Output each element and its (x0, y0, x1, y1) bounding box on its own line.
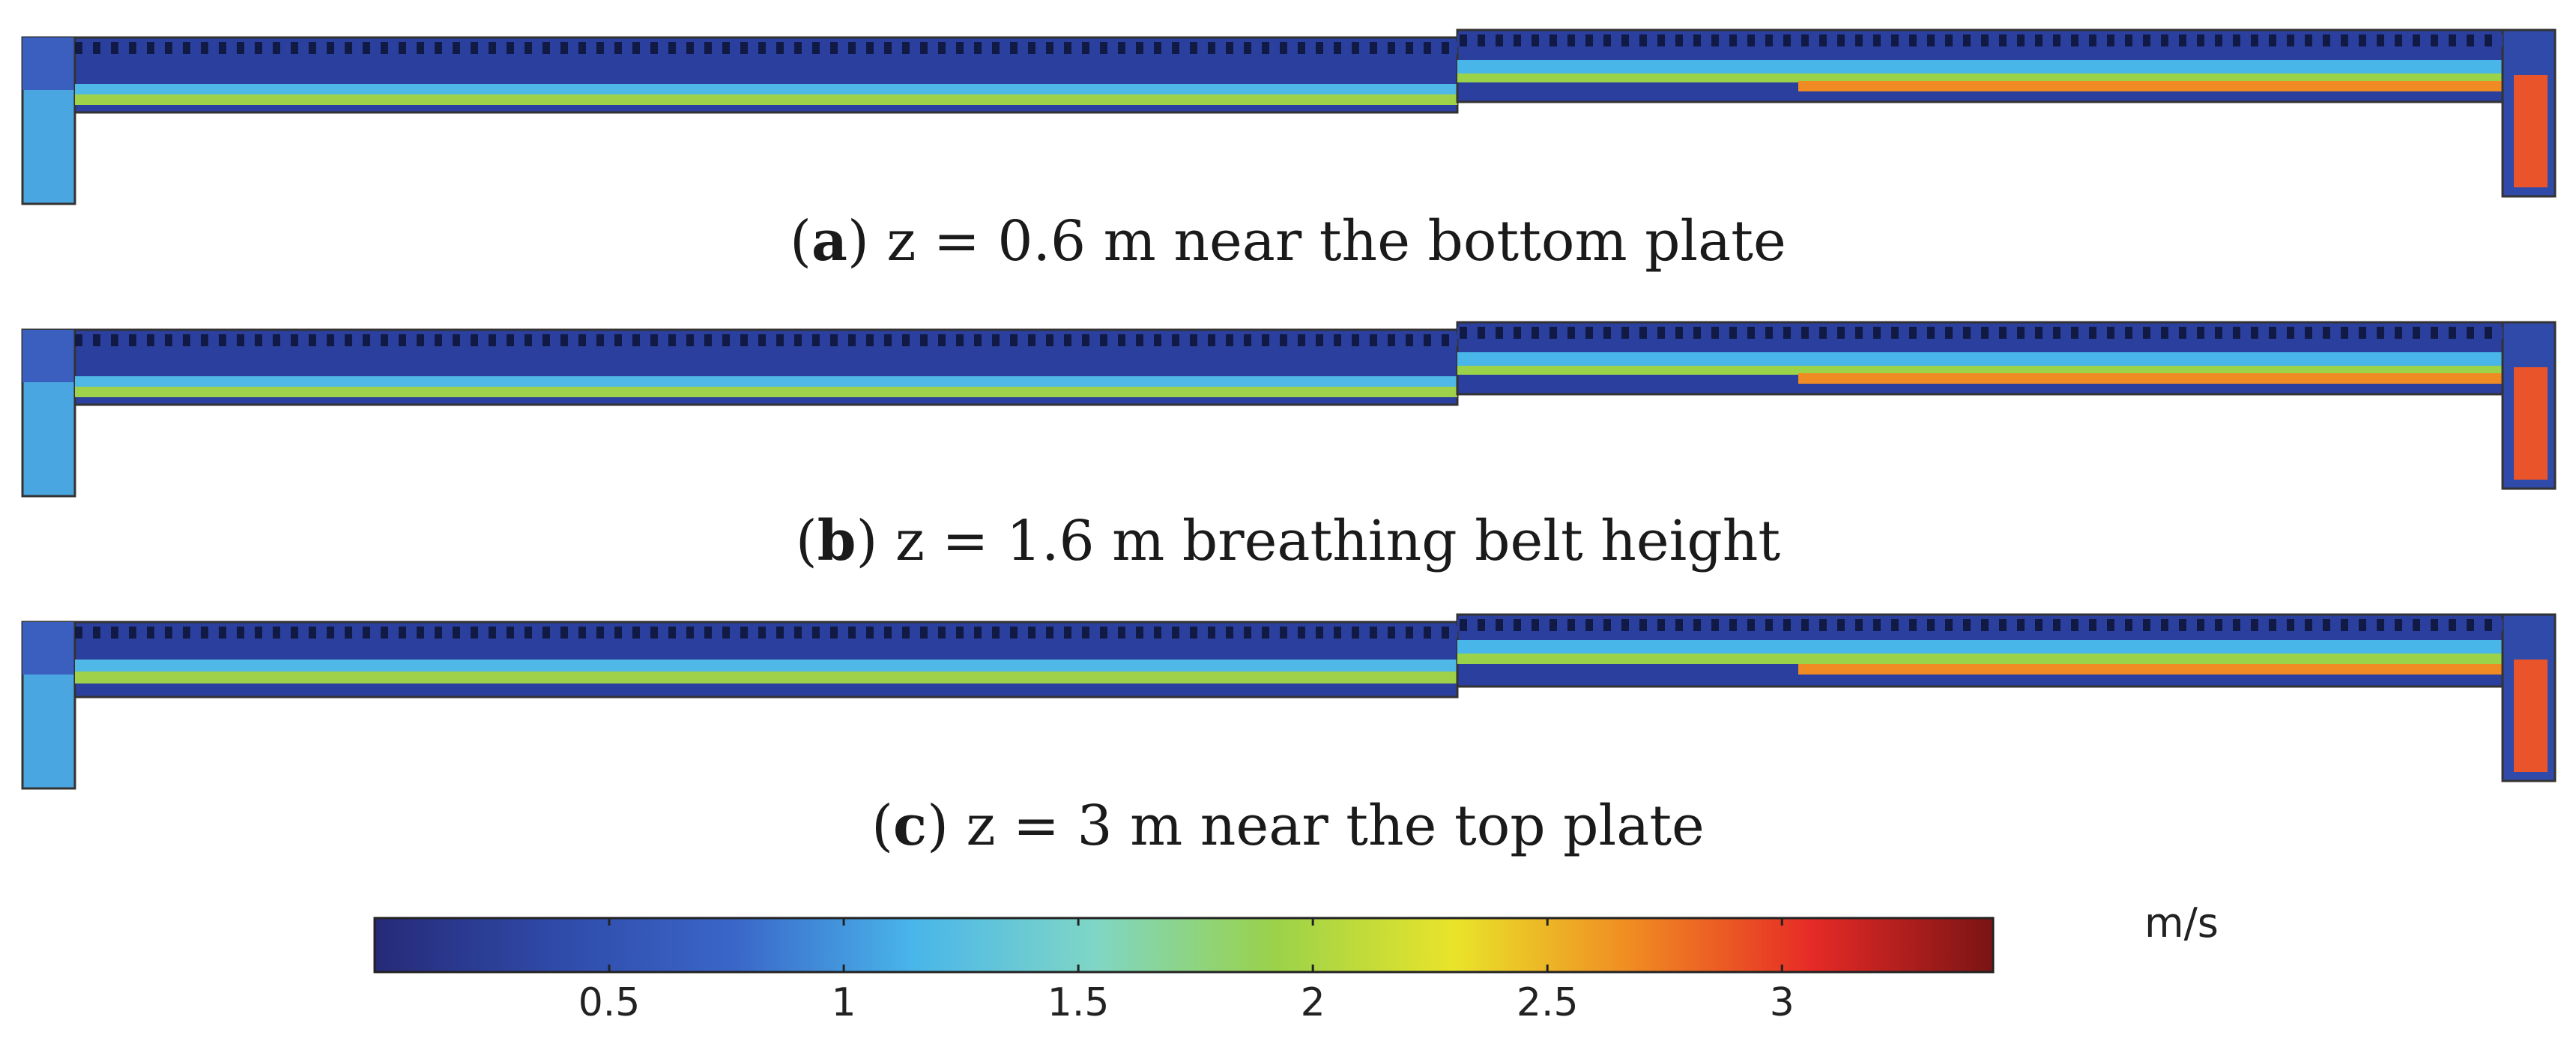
colorbar-tick-label: 2.5 (1517, 980, 1579, 1025)
panel-a (0, 15, 2576, 210)
right-outlet-hotspot (2514, 75, 2548, 187)
flow-band-right-fast (1798, 373, 2503, 384)
colorbar-tick-label: 3 (1770, 980, 1795, 1025)
colorbar-gradient (373, 917, 1995, 974)
flow-band-left-fast (75, 672, 1457, 684)
panel-c (0, 607, 2576, 802)
right-outlet-hotspot (2514, 660, 2548, 772)
left-inlet-corner (22, 622, 75, 675)
colorbar-tick-label: 1 (832, 980, 856, 1025)
velocity-field-b (21, 321, 2557, 498)
left-inlet-corner (22, 330, 75, 382)
partition-teeth-right (1457, 34, 2503, 46)
flow-band-left-fast (75, 94, 1457, 105)
flow-band-right (1457, 60, 2503, 73)
caption-a: (a) z = 0.6 m near the bottom plate (790, 209, 1786, 274)
flow-band-right-fast (1798, 81, 2503, 91)
partition-teeth-left (75, 42, 1457, 54)
velocity-field-a (21, 28, 2557, 205)
caption-c: (c) z = 3 m near the top plate (871, 794, 1705, 858)
left-inlet-corner (22, 37, 75, 90)
partition-teeth-right (1457, 619, 2503, 631)
partition-teeth-right (1457, 327, 2503, 339)
flow-band-left (75, 84, 1457, 94)
partition-teeth-left (75, 627, 1457, 639)
partition-teeth-left (75, 334, 1457, 346)
flow-band-left (75, 376, 1457, 387)
colorbar-tick-label: 0.5 (578, 980, 641, 1025)
colorbar-unit-label: m/s (2144, 899, 2219, 947)
colorbar-ticks: 0.5 1 1.5 2 2.5 3 (578, 918, 1795, 1025)
flow-band-right (1457, 640, 2503, 654)
flow-band-left (75, 660, 1457, 672)
flow-band-right-fast (1798, 664, 2503, 675)
flow-band-right-mid (1457, 366, 2503, 375)
colorbar-tick-label: 1.5 (1047, 980, 1110, 1025)
colorbar-tick-label: 2 (1301, 980, 1325, 1025)
flow-band-right-mid (1457, 73, 2503, 82)
caption-b: (b) z = 1.6 m breathing belt height (795, 509, 1781, 573)
flow-band-right (1457, 352, 2503, 366)
velocity-field-c (21, 613, 2557, 790)
right-outlet-hotspot (2514, 367, 2548, 480)
flow-band-left-fast (75, 387, 1457, 397)
flow-band-right-mid (1457, 654, 2503, 664)
panel-b (0, 315, 2576, 510)
